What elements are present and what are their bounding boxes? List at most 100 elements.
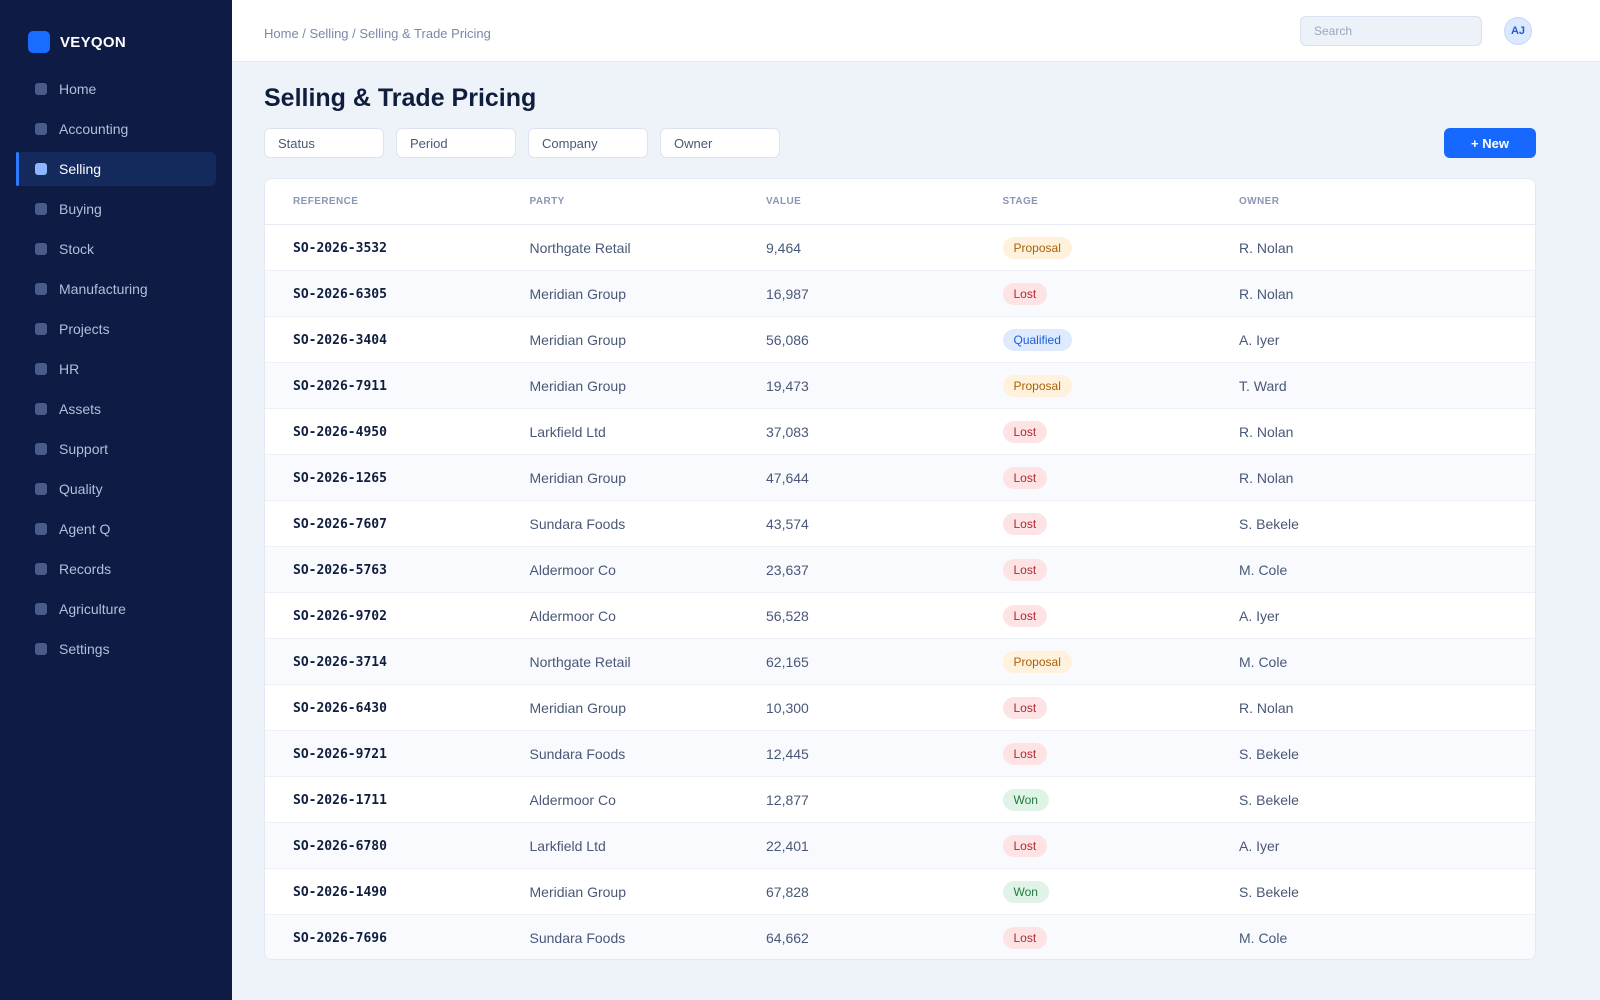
owner-cell: A. Iyer xyxy=(1239,331,1280,348)
stage-badge: Lost xyxy=(1002,512,1048,535)
reference-link[interactable]: SO-2026-5763 xyxy=(293,562,387,578)
table-row[interactable]: SO-2026-6305 Meridian Group 16,987 Lost R. N… xyxy=(265,271,1535,317)
party-cell: Sundara Foods xyxy=(529,745,626,762)
stage-cell: Proposal xyxy=(975,236,1212,259)
reference-link[interactable]: SO-2026-1265 xyxy=(293,470,387,486)
sidebar-item-buying[interactable]: Buying xyxy=(16,192,216,226)
party-cell: Meridian Group xyxy=(529,469,627,486)
reference-cell: SO-2026-7911 xyxy=(265,377,502,395)
table-row[interactable]: SO-2026-7607 Sundara Foods 43,574 Lost S. Be… xyxy=(265,501,1535,547)
table-row[interactable]: SO-2026-1265 Meridian Group 47,644 Lost R. N… xyxy=(265,455,1535,501)
sidebar-item-records[interactable]: Records xyxy=(16,552,216,586)
value-cell: 47,644 xyxy=(766,469,809,486)
records-icon xyxy=(35,563,47,575)
stage-cell: Lost xyxy=(975,466,1212,489)
reference-link[interactable]: SO-2026-3404 xyxy=(293,332,387,348)
reference-link[interactable]: SO-2026-1711 xyxy=(293,792,387,808)
sidebar-nav: Home Accounting Selling Buying Stock Manufact… xyxy=(16,72,216,672)
owner-cell: M. Cole xyxy=(1239,929,1288,946)
value-cell: 64,662 xyxy=(766,929,809,946)
reference-link[interactable]: SO-2026-6780 xyxy=(293,838,387,854)
owner-cell: M. Cole xyxy=(1239,561,1288,578)
reference-link[interactable]: SO-2026-7911 xyxy=(293,378,387,394)
sidebar-item-quality[interactable]: Quality xyxy=(16,472,216,506)
reference-link[interactable]: SO-2026-7696 xyxy=(293,930,387,946)
sidebar-item-label: Projects xyxy=(59,321,110,337)
stage-badge: Won xyxy=(1002,880,1049,903)
table-row[interactable]: SO-2026-7911 Meridian Group 19,473 Proposal… xyxy=(265,363,1535,409)
owner-cell: R. Nolan xyxy=(1239,699,1294,716)
table-row[interactable]: SO-2026-7696 Sundara Foods 64,662 Lost M. Co… xyxy=(265,915,1535,959)
sidebar-item-manufacturing[interactable]: Manufacturing xyxy=(16,272,216,306)
filter-status[interactable]: Status xyxy=(264,128,384,158)
party-cell: Meridian Group xyxy=(529,377,627,394)
column-header-value[interactable]: VALUE xyxy=(766,196,802,207)
column-header-owner[interactable]: OWNER xyxy=(1239,196,1280,207)
value-cell: 37,083 xyxy=(766,423,809,440)
reference-cell: SO-2026-6305 xyxy=(265,285,502,303)
stage-badge: Lost xyxy=(1002,420,1048,443)
table-row[interactable]: SO-2026-5763 Aldermoor Co 23,637 Lost M. Col… xyxy=(265,547,1535,593)
sidebar-item-label: Records xyxy=(59,561,112,577)
reference-link[interactable]: SO-2026-9702 xyxy=(293,608,387,624)
avatar[interactable]: AJ xyxy=(1504,17,1532,45)
owner-cell: A. Iyer xyxy=(1239,607,1280,624)
value-cell: 10,300 xyxy=(766,699,809,716)
stage-badge: Lost xyxy=(1002,558,1048,581)
sidebar-item-home[interactable]: Home xyxy=(16,72,216,106)
table-row[interactable]: SO-2026-6780 Larkfield Ltd 22,401 Lost A. Iy… xyxy=(265,823,1535,869)
table-row[interactable]: SO-2026-4950 Larkfield Ltd 37,083 Lost R. No… xyxy=(265,409,1535,455)
reference-link[interactable]: SO-2026-7607 xyxy=(293,516,387,532)
table-row[interactable]: SO-2026-9721 Sundara Foods 12,445 Lost S. Be… xyxy=(265,731,1535,777)
table-row[interactable]: SO-2026-3714 Northgate Retail 62,165 Propos… xyxy=(265,639,1535,685)
sidebar-item-hr[interactable]: HR xyxy=(16,352,216,386)
sidebar-item-projects[interactable]: Projects xyxy=(16,312,216,346)
reference-link[interactable]: SO-2026-6430 xyxy=(293,700,387,716)
table-row[interactable]: SO-2026-6430 Meridian Group 10,300 Lost R. N… xyxy=(265,685,1535,731)
party-cell: Northgate Retail xyxy=(529,239,631,256)
filter-owner[interactable]: Owner xyxy=(660,128,780,158)
filter-company[interactable]: Company xyxy=(528,128,648,158)
reference-cell: SO-2026-7607 xyxy=(265,515,502,533)
brand[interactable]: VEYQON xyxy=(28,31,126,53)
owner-cell: M. Cole xyxy=(1239,653,1288,670)
breadcrumb: Home / Selling / Selling & Trade Pricing xyxy=(264,26,491,41)
sidebar-item-stock[interactable]: Stock xyxy=(16,232,216,266)
sidebar-item-label: Buying xyxy=(59,201,102,217)
sidebar-item-accounting[interactable]: Accounting xyxy=(16,112,216,146)
table-row[interactable]: SO-2026-1711 Aldermoor Co 12,877 Won S. Beke… xyxy=(265,777,1535,823)
brand-name: VEYQON xyxy=(60,33,126,51)
new-button[interactable]: + New xyxy=(1444,128,1536,158)
page-title: Selling & Trade Pricing xyxy=(264,84,537,112)
sidebar-item-label: Accounting xyxy=(59,121,129,137)
reference-link[interactable]: SO-2026-4950 xyxy=(293,424,387,440)
party-cell: Meridian Group xyxy=(529,285,627,302)
column-header-party[interactable]: PARTY xyxy=(529,196,565,207)
column-header-reference[interactable]: REFERENCE xyxy=(293,196,359,207)
owner-cell: T. Ward xyxy=(1239,377,1287,394)
stage-cell: Won xyxy=(975,788,1212,811)
sidebar-item-support[interactable]: Support xyxy=(16,432,216,466)
reference-link[interactable]: SO-2026-6305 xyxy=(293,286,387,302)
filter-period[interactable]: Period xyxy=(396,128,516,158)
owner-cell: A. Iyer xyxy=(1239,837,1280,854)
table-row[interactable]: SO-2026-3404 Meridian Group 56,086 Qualifie… xyxy=(265,317,1535,363)
sidebar-item-assets[interactable]: Assets xyxy=(16,392,216,426)
stage-badge: Lost xyxy=(1002,926,1048,949)
table-row[interactable]: SO-2026-3532 Northgate Retail 9,464 Proposa… xyxy=(265,225,1535,271)
sidebar-item-agriculture[interactable]: Agriculture xyxy=(16,592,216,626)
value-cell: 43,574 xyxy=(766,515,809,532)
sidebar-item-selling[interactable]: Selling xyxy=(16,152,216,186)
table-row[interactable]: SO-2026-1490 Meridian Group 67,828 Won S. Be… xyxy=(265,869,1535,915)
sidebar-item-settings[interactable]: Settings xyxy=(16,632,216,666)
owner-cell: R. Nolan xyxy=(1239,423,1294,440)
reference-link[interactable]: SO-2026-3714 xyxy=(293,654,387,670)
search-input[interactable] xyxy=(1300,16,1482,46)
table-row[interactable]: SO-2026-9702 Aldermoor Co 56,528 Lost A. Iye… xyxy=(265,593,1535,639)
reference-link[interactable]: SO-2026-3532 xyxy=(293,240,387,256)
sidebar-item-agent-q[interactable]: Agent Q xyxy=(16,512,216,546)
column-header-stage[interactable]: STAGE xyxy=(1002,196,1039,207)
reference-cell: SO-2026-3532 xyxy=(265,239,502,257)
reference-link[interactable]: SO-2026-9721 xyxy=(293,746,387,762)
reference-link[interactable]: SO-2026-1490 xyxy=(293,884,387,900)
